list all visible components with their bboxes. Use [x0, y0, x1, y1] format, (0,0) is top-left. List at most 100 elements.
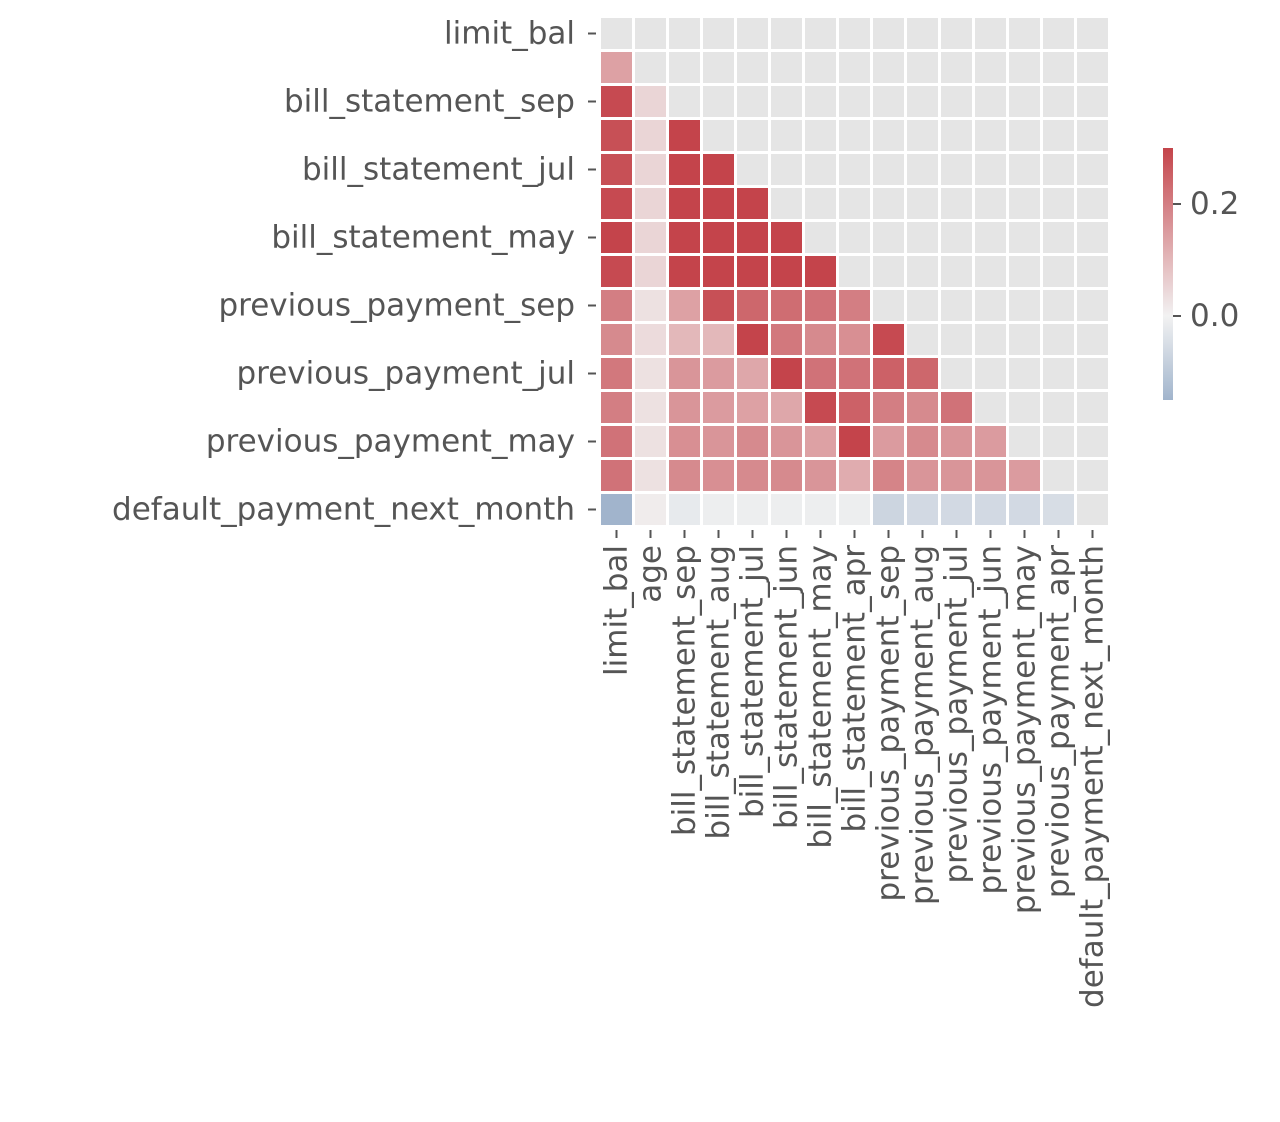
heatmap-cell: [703, 290, 734, 321]
heatmap-cell: [941, 460, 972, 491]
heatmap-masked-cell: [669, 52, 700, 83]
heatmap-masked-cell: [771, 120, 802, 151]
x-tick-label: previous_payment_jun: [973, 545, 1009, 895]
heatmap-masked-cell: [601, 18, 632, 49]
heatmap-masked-cell: [1043, 86, 1074, 117]
heatmap-cell: [1009, 460, 1040, 491]
heatmap-cell: [669, 154, 700, 185]
heatmap-cell: [737, 324, 768, 355]
heatmap-cell: [669, 460, 700, 491]
x-tick-label: limit_bal: [599, 545, 635, 676]
heatmap-cell: [635, 358, 666, 389]
heatmap-cell: [635, 86, 666, 117]
x-tick-label: previous_payment_apr: [1041, 545, 1077, 898]
heatmap-cell: [703, 324, 734, 355]
heatmap-masked-cell: [941, 256, 972, 287]
heatmap-cell: [873, 426, 904, 457]
heatmap-masked-cell: [873, 256, 904, 287]
heatmap-cell: [873, 460, 904, 491]
y-tick-label: previous_payment_may: [206, 424, 575, 460]
heatmap-masked-cell: [1009, 392, 1040, 423]
heatmap-cell: [907, 392, 938, 423]
heatmap-cell: [669, 392, 700, 423]
x-tick-label: previous_payment_aug: [905, 545, 941, 905]
heatmap-masked-cell: [703, 120, 734, 151]
heatmap-cell: [703, 358, 734, 389]
heatmap-masked-cell: [975, 86, 1006, 117]
heatmap-cell: [975, 460, 1006, 491]
heatmap-cell: [703, 256, 734, 287]
heatmap-masked-cell: [941, 222, 972, 253]
heatmap-masked-cell: [907, 154, 938, 185]
heatmap-masked-cell: [805, 18, 836, 49]
heatmap-masked-cell: [975, 52, 1006, 83]
heatmap-cell: [601, 120, 632, 151]
heatmap-cell: [737, 358, 768, 389]
heatmap-cell: [669, 222, 700, 253]
heatmap-masked-cell: [941, 120, 972, 151]
heatmap-cell: [771, 290, 802, 321]
heatmap-cell: [601, 358, 632, 389]
heatmap-cell: [839, 290, 870, 321]
heatmap-masked-cell: [975, 256, 1006, 287]
heatmap-masked-cell: [873, 52, 904, 83]
heatmap-masked-cell: [1043, 154, 1074, 185]
heatmap-cell: [975, 426, 1006, 457]
heatmap-masked-cell: [1009, 188, 1040, 219]
heatmap-cell: [737, 392, 768, 423]
heatmap-masked-cell: [737, 18, 768, 49]
heatmap-masked-cell: [771, 154, 802, 185]
heatmap-cell: [703, 392, 734, 423]
heatmap-cell: [635, 256, 666, 287]
heatmap-masked-cell: [839, 52, 870, 83]
colorbar-tick-label: 0.0: [1190, 298, 1239, 334]
heatmap-cell: [703, 494, 734, 525]
heatmap-masked-cell: [839, 256, 870, 287]
heatmap-cell: [635, 120, 666, 151]
heatmap-masked-cell: [669, 86, 700, 117]
heatmap-cell: [669, 358, 700, 389]
heatmap-cell: [601, 460, 632, 491]
heatmap-masked-cell: [1043, 188, 1074, 219]
heatmap-cell: [975, 494, 1006, 525]
heatmap-masked-cell: [737, 154, 768, 185]
heatmap-masked-cell: [1043, 358, 1074, 389]
heatmap-cell: [805, 392, 836, 423]
heatmap-masked-cell: [1077, 358, 1108, 389]
colorbar-tick-label: 0.2: [1190, 186, 1239, 222]
y-axis: limit_bal bill_statement_sep bill_statemen…: [112, 16, 596, 528]
x-tick-label: previous_payment_sep: [871, 545, 907, 902]
colorbar-gradient: [1163, 148, 1173, 400]
heatmap-cell: [873, 358, 904, 389]
x-tick-label: bill_statement_may: [803, 545, 839, 849]
heatmap-masked-cell: [839, 222, 870, 253]
heatmap-cell: [771, 256, 802, 287]
heatmap-cell: [873, 324, 904, 355]
heatmap-masked-cell: [1009, 290, 1040, 321]
heatmap-cell: [601, 494, 632, 525]
heatmap-masked-cell: [771, 18, 802, 49]
heatmap-cell: [839, 392, 870, 423]
heatmap-cell: [669, 324, 700, 355]
heatmap-cell: [635, 460, 666, 491]
heatmap-masked-cell: [1077, 290, 1108, 321]
heatmap-masked-cell: [805, 154, 836, 185]
heatmap-cell: [703, 426, 734, 457]
heatmap-cell: [601, 222, 632, 253]
heatmap-masked-cell: [839, 120, 870, 151]
heatmap-cell: [839, 460, 870, 491]
heatmap-masked-cell: [873, 154, 904, 185]
heatmap-cell: [1009, 494, 1040, 525]
heatmap-cell: [601, 188, 632, 219]
heatmap-masked-cell: [941, 324, 972, 355]
heatmap-masked-cell: [907, 222, 938, 253]
heatmap-masked-cell: [737, 52, 768, 83]
heatmap-masked-cell: [975, 154, 1006, 185]
heatmap-cell: [941, 426, 972, 457]
heatmap-masked-cell: [1043, 256, 1074, 287]
heatmap-cell: [805, 324, 836, 355]
heatmap-cell: [839, 426, 870, 457]
heatmap-cell: [737, 460, 768, 491]
heatmap-masked-cell: [805, 52, 836, 83]
